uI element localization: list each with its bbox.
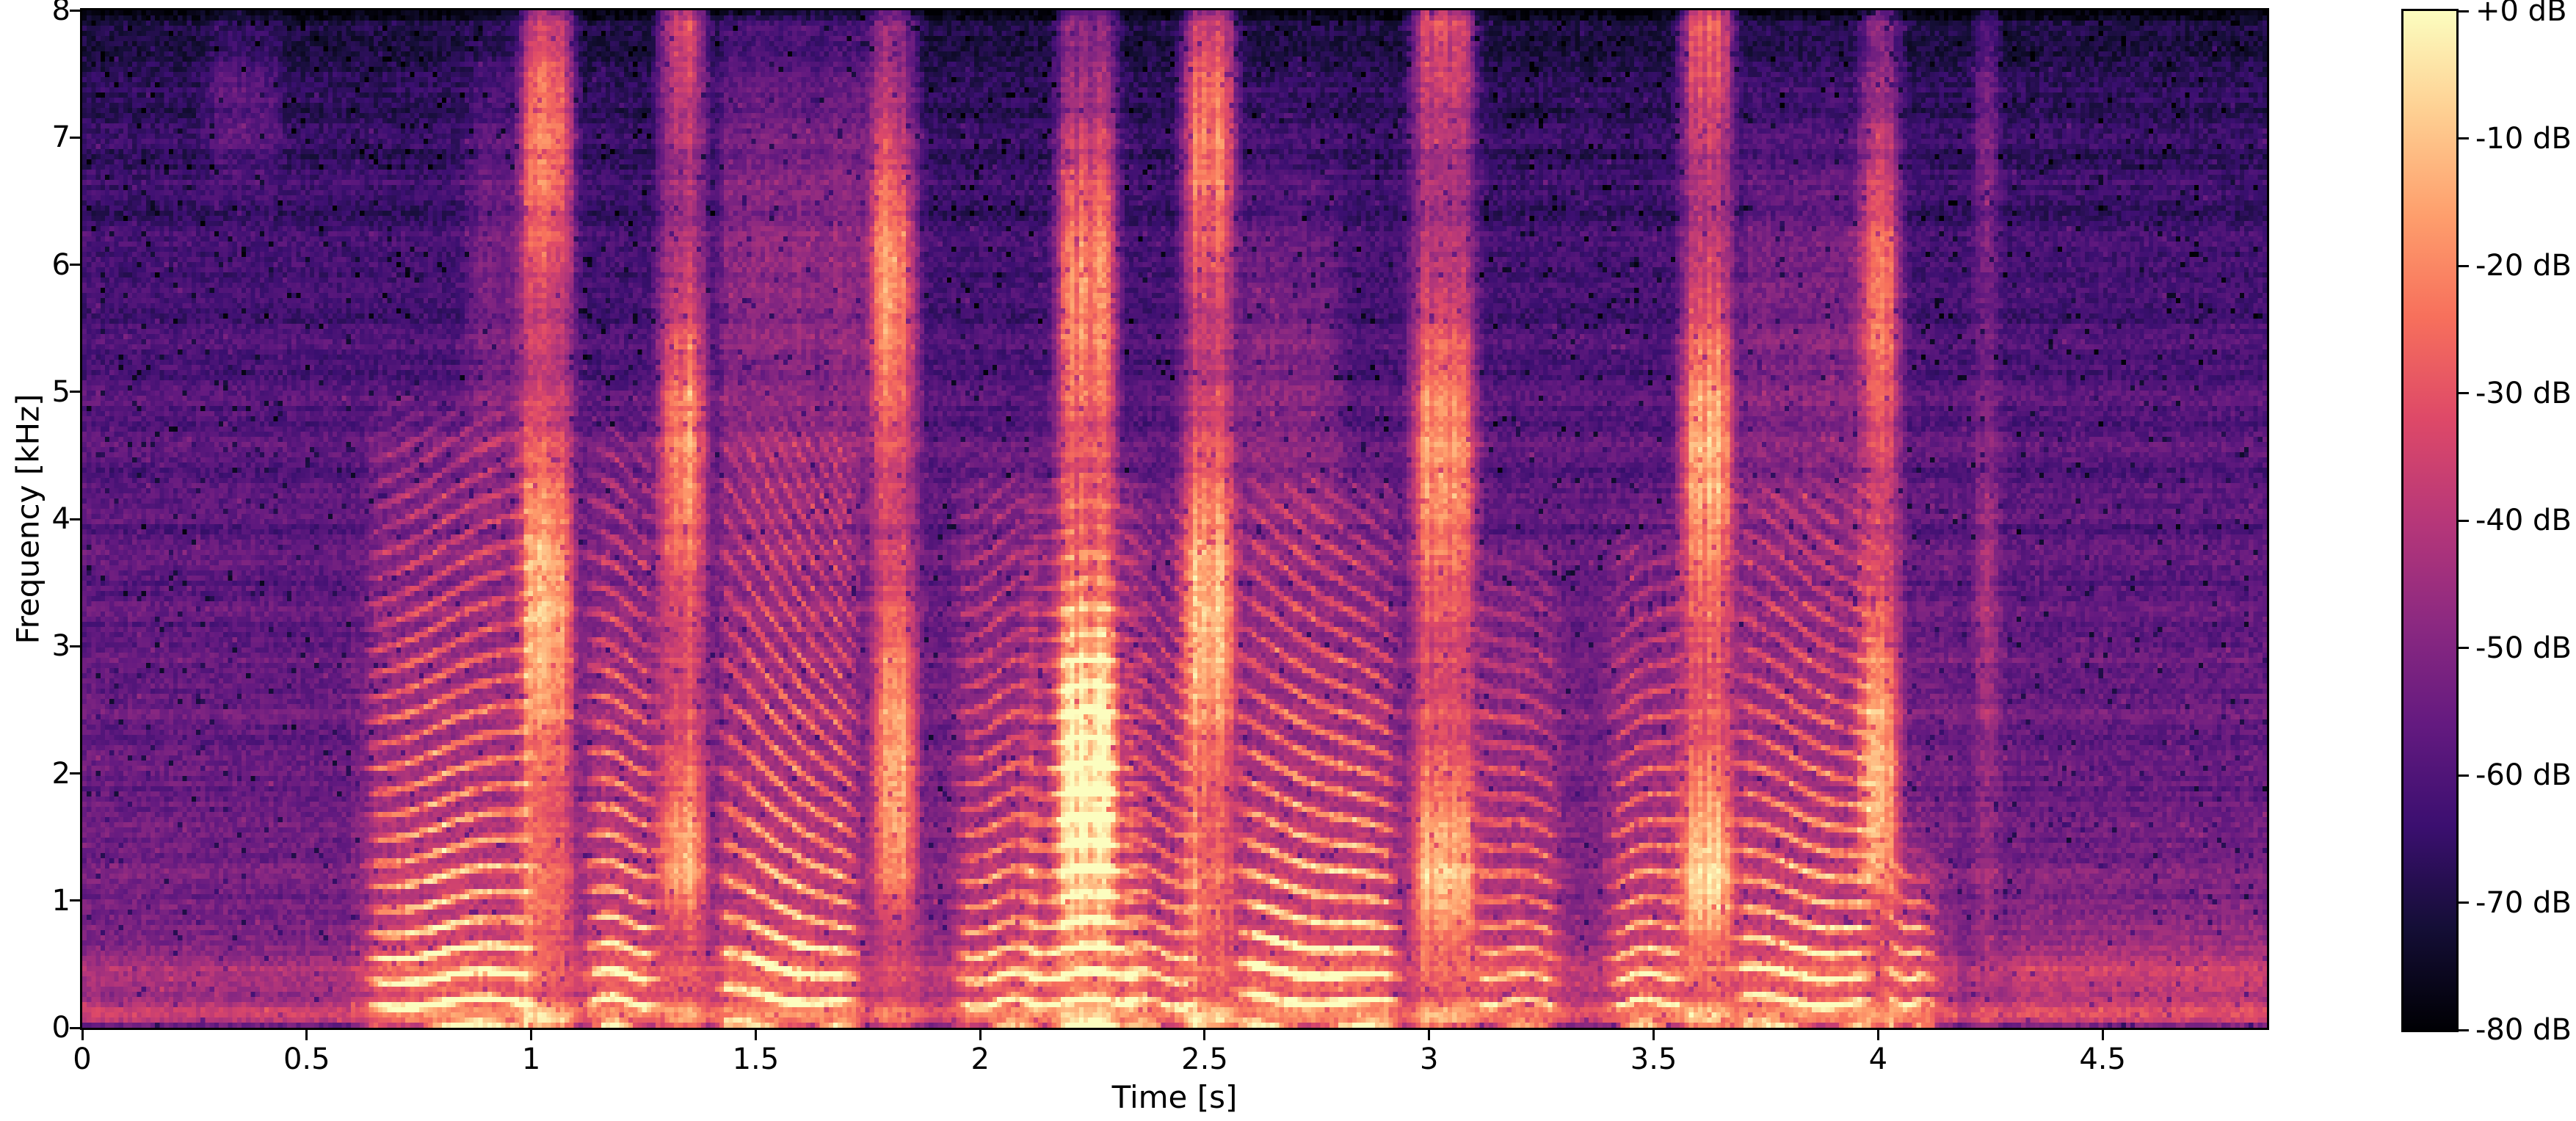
x-axis-tick <box>754 1030 757 1040</box>
colorbar-tick-label: -30 dB <box>2475 376 2572 410</box>
colorbar-tick <box>2459 901 2469 904</box>
x-axis-tick <box>1652 1030 1655 1040</box>
y-axis-tick-label: 2 <box>51 756 70 791</box>
y-axis-tick-label: 0 <box>51 1011 70 1045</box>
x-axis-tick-label: 1.5 <box>732 1042 780 1076</box>
y-axis-tick <box>70 264 80 266</box>
x-axis-tick <box>1428 1030 1431 1040</box>
colorbar-tick-label: -70 dB <box>2475 885 2572 920</box>
colorbar-tick <box>2459 10 2469 12</box>
y-axis-tick <box>70 9 80 12</box>
colorbar-tick-label: -60 dB <box>2475 758 2572 792</box>
y-axis-tick <box>70 136 80 139</box>
y-axis-tick <box>70 391 80 393</box>
x-axis-tick-label: 2.5 <box>1181 1042 1228 1076</box>
y-axis-tick-label: 4 <box>51 502 70 536</box>
x-axis-tick <box>1876 1030 1879 1040</box>
x-axis-tick <box>81 1030 84 1040</box>
y-axis-tick-label: 1 <box>51 883 70 918</box>
colorbar-tick <box>2459 647 2469 649</box>
x-axis-tick-label: 1 <box>521 1042 541 1076</box>
x-axis-tick <box>305 1030 308 1040</box>
colorbar-tick-label: -10 dB <box>2475 121 2572 156</box>
spectrogram-canvas <box>82 10 2267 1028</box>
colorbar-gradient <box>2403 11 2456 1030</box>
y-axis-tick <box>70 518 80 520</box>
x-axis-tick-label: 4 <box>1868 1042 1888 1076</box>
colorbar <box>2401 9 2459 1032</box>
colorbar-tick <box>2459 519 2469 522</box>
x-axis-tick <box>979 1030 982 1040</box>
y-axis-label: Frequency [kHz] <box>10 393 46 645</box>
x-axis-label: Time [s] <box>1111 1079 1238 1115</box>
x-axis-tick-label: 2 <box>970 1042 990 1076</box>
colorbar-tick <box>2459 137 2469 139</box>
x-axis-tick-label: 0 <box>73 1042 92 1076</box>
colorbar-tick-label: -50 dB <box>2475 631 2572 665</box>
y-axis-tick <box>70 645 80 647</box>
colorbar-tick <box>2459 264 2469 267</box>
x-axis-tick <box>530 1030 533 1040</box>
y-axis-tick-label: 5 <box>51 374 70 409</box>
y-axis-tick <box>70 1026 80 1029</box>
colorbar-tick <box>2459 774 2469 777</box>
colorbar-tick <box>2459 392 2469 394</box>
y-axis-tick <box>70 899 80 902</box>
x-axis-tick-label: 4.5 <box>2079 1042 2126 1076</box>
colorbar-tick-label: -40 dB <box>2475 504 2572 537</box>
y-axis-tick-label: 3 <box>51 629 70 664</box>
y-axis-tick <box>70 772 80 774</box>
colorbar-tick <box>2459 1029 2469 1031</box>
colorbar-tick-label: +0 dB <box>2475 0 2567 28</box>
y-axis-tick-label: 7 <box>51 120 70 155</box>
plot-area <box>80 8 2269 1030</box>
x-axis-tick <box>2101 1030 2104 1040</box>
y-axis-tick-label: 8 <box>51 0 70 27</box>
x-axis-tick-label: 0.5 <box>283 1042 330 1076</box>
colorbar-tick-label: -80 dB <box>2475 1013 2572 1047</box>
y-axis-tick-label: 6 <box>51 247 70 282</box>
x-axis-tick-label: 3 <box>1420 1042 1439 1076</box>
x-axis-tick <box>1203 1030 1206 1040</box>
x-axis-tick-label: 3.5 <box>1630 1042 1677 1076</box>
colorbar-tick-label: -20 dB <box>2475 249 2572 283</box>
